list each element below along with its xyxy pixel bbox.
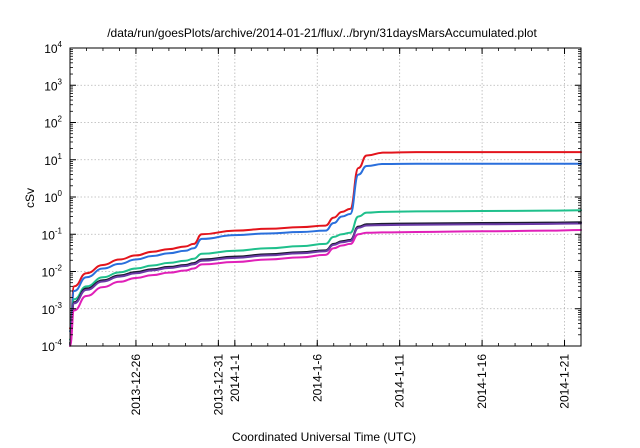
series-line-1 xyxy=(69,151,582,330)
series-line-4 xyxy=(69,221,582,345)
series-layer xyxy=(69,151,582,347)
series-line-5 xyxy=(69,222,582,346)
y-tick-label: 10-3 xyxy=(42,301,63,317)
x-tick-label: 2014-1-6 xyxy=(310,354,324,402)
series-line-3 xyxy=(69,209,582,341)
y-tick-label: 104 xyxy=(44,40,62,56)
y-tick-label: 10-2 xyxy=(42,264,63,280)
x-tick-label: 2014-1-11 xyxy=(393,354,407,408)
y-tick-label: 101 xyxy=(44,152,62,168)
x-tick-label: 2013-12-31 xyxy=(211,354,225,416)
x-tick-label: 2014-1-1 xyxy=(228,354,242,402)
y-axis-title: cSv xyxy=(23,188,37,208)
y-tick-label: 103 xyxy=(44,77,62,93)
x-tick-label: 2014-1-21 xyxy=(558,354,572,409)
series-line-6 xyxy=(69,229,582,347)
grid xyxy=(70,48,581,346)
series-line-2 xyxy=(69,162,582,333)
x-tick-labels: 2013-12-26 2013-12-31 2014-1-1 2014-1-6 2014… xyxy=(129,354,572,416)
y-tick-labels: 10-4 10-3 10-2 10-1 100 101 102 103 104 xyxy=(42,40,63,354)
y-tick-label: 102 xyxy=(44,115,62,131)
x-tick-label: 2014-1-16 xyxy=(475,354,489,409)
y-tick-label: 100 xyxy=(44,189,62,205)
x-axis-title: Coordinated Universal Time (UTC) xyxy=(232,430,416,444)
y-tick-label: 10-1 xyxy=(42,226,63,242)
x-tick-label: 2013-12-26 xyxy=(129,354,143,416)
y-tick-label: 10-4 xyxy=(42,338,63,354)
chart-title: /data/run/goesPlots/archive/2014-01-21/f… xyxy=(107,26,537,40)
ticks xyxy=(69,47,582,347)
